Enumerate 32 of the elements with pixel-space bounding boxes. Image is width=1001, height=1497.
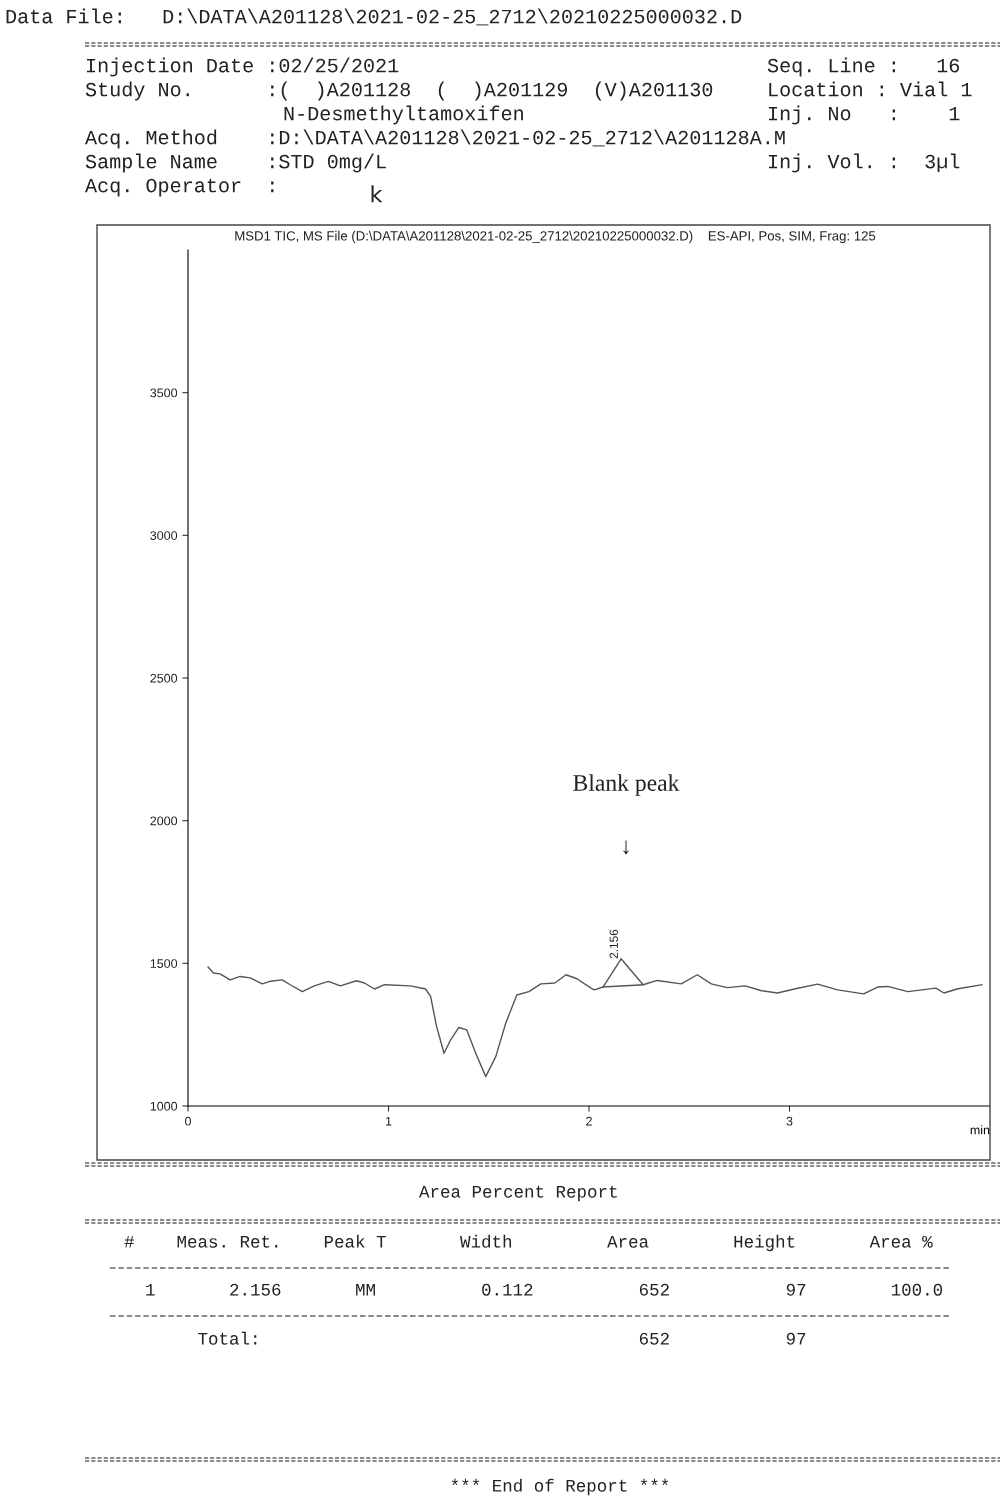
text: N-Desmethyltamoxifen — [284, 105, 523, 125]
text: k — [371, 185, 383, 203]
text: # Meas. Ret. Peak T Width Area Height Area % — [124, 1234, 933, 1252]
text: 1 2.156 MM 0.112 652 97 100.0 — [146, 1283, 943, 1296]
y-tick-label: 1500 — [150, 959, 178, 968]
y-tick-label: 2000 — [150, 816, 178, 826]
text: Location : Vial 1 — [769, 81, 972, 97]
x-tick-label: 0 — [185, 1116, 191, 1126]
text: Acq. Method :D:\DATA\A201128\2021-02-25_2712\A201128A.M — [85, 129, 785, 149]
annotation: Blank peak — [573, 774, 680, 796]
annotation: ↓ — [623, 840, 629, 855]
y-tick-label: 2500 — [150, 673, 178, 683]
text: Study No. :( )A201128 ( )A201129 (V)A201130 — [85, 81, 713, 101]
text: Total: 652 97 — [198, 1331, 806, 1345]
y-tick-label: 3500 — [150, 388, 178, 398]
y-tick-label: 3000 — [150, 531, 178, 540]
text: *** End of Report *** — [451, 1478, 669, 1496]
text: Seq. Line : 16 — [767, 57, 960, 77]
text: Inj. Vol. : 3µl — [768, 153, 960, 173]
x-tick-label: 1 — [385, 1116, 392, 1126]
text: Sample Name :STD 0mg/L — [85, 153, 386, 173]
x-axis-title: min — [970, 1125, 990, 1135]
text: Data File: D:\DATA\A201128\2021-02-25_2712\20210225000032.D — [6, 8, 742, 26]
x-tick-label: 3 — [786, 1116, 793, 1126]
text: Inj. No : 1 — [768, 105, 960, 125]
text: Area Percent Report — [419, 1185, 617, 1202]
y-tick-label: 1000 — [150, 1101, 178, 1111]
text: Acq. Operator : — [85, 178, 274, 197]
text: Injection Date :02/25/2021 — [86, 57, 399, 77]
x-tick-label: 2 — [586, 1116, 592, 1126]
chart-title: MSD1 TIC, MS File (D:\DATA\A201128\2021-02-25_2712\20210225000032.D) ES-API, Pos, SIM, Frag: 125 — [235, 230, 876, 244]
annotation: 2.156 — [609, 929, 618, 959]
